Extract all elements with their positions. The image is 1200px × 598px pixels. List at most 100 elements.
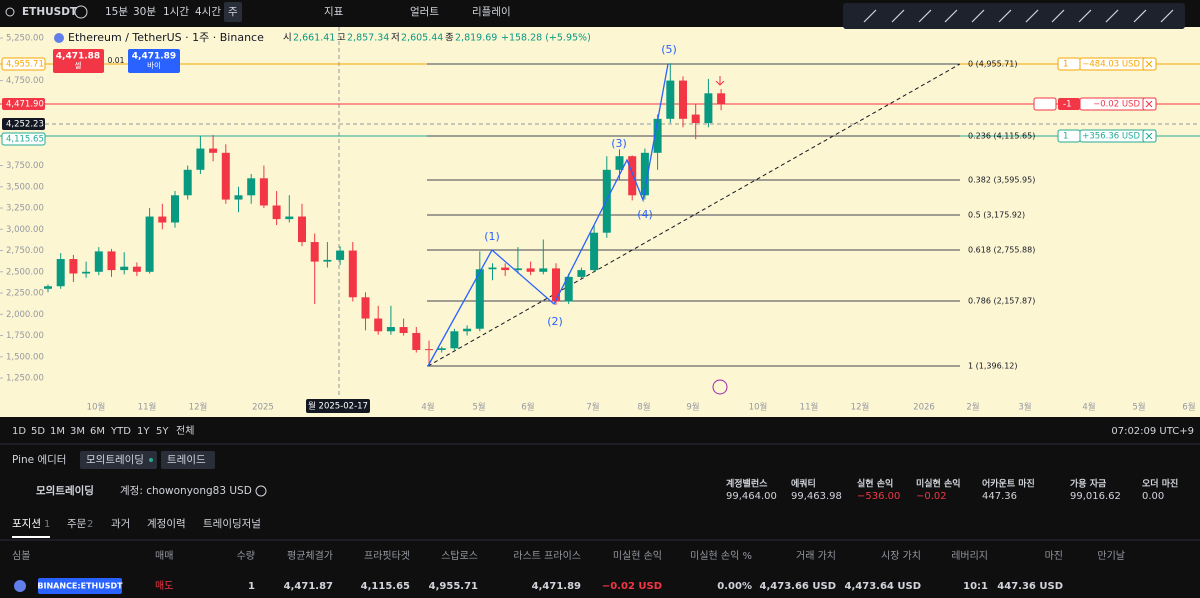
drawing-tool[interactable] <box>891 9 905 23</box>
column-header: 평균체결가 <box>287 550 333 562</box>
order-qty: 1 <box>1063 60 1068 70</box>
drawing-tool[interactable] <box>998 9 1012 23</box>
panel-tab[interactable]: 모의트레이딩 <box>86 454 144 466</box>
column-header: 미실현 손익 % <box>690 550 752 562</box>
search-icon <box>5 7 15 17</box>
wave-label: (2) <box>547 315 563 328</box>
account-tab[interactable]: 과거 <box>111 518 130 530</box>
fib-label: 0.5 (3,175.92) <box>968 211 1025 220</box>
order-pnl: +356.36 USD <box>1082 132 1140 142</box>
stat-label: 미실현 손익 <box>916 478 961 490</box>
reverse-button[interactable] <box>1033 97 1057 111</box>
spread: 0.01 <box>108 56 125 65</box>
range-button[interactable]: 6M <box>90 426 105 437</box>
order-pnl: −0.02 USD <box>1093 100 1140 110</box>
range-button[interactable]: 1Y <box>137 426 150 437</box>
legend-value: 2,819.69 <box>455 33 497 44</box>
legend-label: 고 <box>337 33 346 44</box>
account-tab[interactable]: 트레이딩저널 <box>203 518 261 530</box>
x-axis-label: 4월 <box>421 402 434 413</box>
indicators-button[interactable]: 지표 <box>324 6 344 18</box>
account-tab[interactable]: 계정이력 <box>147 518 186 530</box>
drawing-tool[interactable] <box>971 9 985 23</box>
drawing-tool[interactable] <box>1078 9 1092 23</box>
interval-button[interactable]: 30분 <box>133 6 156 18</box>
candle-body <box>374 318 383 332</box>
y-tick-label: 2,250.00 <box>6 289 44 299</box>
sell-button[interactable] <box>53 49 104 73</box>
drawing-tool[interactable] <box>918 9 932 23</box>
price-label: 4,955.71 <box>6 60 44 70</box>
candle-body <box>132 266 141 272</box>
candle-body <box>234 195 243 200</box>
account-tab[interactable]: 포지션 <box>12 518 41 530</box>
panel-tab[interactable]: Pine 에디터 <box>12 454 66 466</box>
range-button[interactable]: 3M <box>70 426 85 437</box>
y-tick-label: 2,500.00 <box>6 267 44 277</box>
candle-body <box>171 195 179 223</box>
fib-label: 0.618 (2,755.88) <box>968 246 1035 255</box>
panel-tab[interactable]: 트레이드 <box>167 454 206 466</box>
fib-label: 0.786 (2,157.87) <box>968 297 1035 306</box>
interval-button[interactable]: 15분 <box>105 6 128 18</box>
range-button[interactable]: YTD <box>110 426 131 437</box>
candle-body <box>526 268 535 272</box>
column-header: 거래 가치 <box>796 550 836 562</box>
candle-body <box>628 156 637 196</box>
interval-button[interactable]: 주 <box>228 6 238 18</box>
range-button[interactable]: 5D <box>31 426 45 437</box>
stat-label: 오더 마진 <box>1142 478 1178 490</box>
account-name[interactable]: 계정: chowonyong83 USD <box>120 485 252 497</box>
alert-icon[interactable] <box>712 379 728 395</box>
range-button[interactable]: 5Y <box>156 426 169 437</box>
alert-button[interactable]: 얼러트 <box>410 6 439 18</box>
column-header: 레버리지 <box>951 550 988 562</box>
column-header: 수량 <box>237 550 255 562</box>
panel-tab-box[interactable] <box>161 451 215 469</box>
y-tick-label: 2,750.00 <box>6 246 44 256</box>
range-button[interactable]: 1D <box>12 426 26 437</box>
price-label-box <box>1 57 46 71</box>
drawing-tool[interactable] <box>1160 9 1174 23</box>
clock: 07:02:09 UTC+9 <box>1111 426 1194 437</box>
interval-button[interactable]: 4시간 <box>195 6 221 18</box>
x-axis-label: 2026 <box>913 403 935 413</box>
drawing-tool[interactable] <box>944 9 958 23</box>
replay-button[interactable]: 리플레이 <box>472 6 511 18</box>
candle-body <box>615 156 624 170</box>
account-tab[interactable]: 주문 <box>67 518 87 530</box>
table-cell: 4,473.66 USD <box>760 581 836 592</box>
candle-body <box>552 268 560 302</box>
drawing-tool[interactable] <box>1025 9 1039 23</box>
drawing-tool[interactable] <box>1105 9 1119 23</box>
fib-label: 0.382 (3,595.95) <box>968 176 1035 185</box>
drawing-tool[interactable] <box>863 9 877 23</box>
symbol[interactable]: ETHUSDT <box>22 6 78 18</box>
drawing-tool[interactable] <box>1051 9 1065 23</box>
candle-body <box>69 259 78 274</box>
candle-body <box>640 152 649 196</box>
symbol-cell[interactable]: BINANCE:ETHUSDT <box>37 582 123 591</box>
column-header: 스탑로스 <box>441 550 478 562</box>
panel-tab-active[interactable] <box>80 451 157 469</box>
settings-icon[interactable] <box>255 485 267 497</box>
interval-button[interactable]: 1시간 <box>163 6 189 18</box>
drawing-tool[interactable] <box>1133 9 1147 23</box>
range-button[interactable]: 전체 <box>176 425 194 437</box>
range-button[interactable]: 1M <box>50 426 65 437</box>
tab-count: 1 <box>44 519 50 530</box>
legend-change: +158.28 (+5.95%) <box>501 33 591 44</box>
add-symbol[interactable] <box>74 5 88 19</box>
stat-value: 99,464.00 <box>726 491 777 502</box>
stat-value: 99,016.62 <box>1070 491 1121 502</box>
legend-label: 종 <box>445 33 454 44</box>
symbol-badge[interactable] <box>38 578 122 594</box>
broker[interactable]: 모의트레이딩 <box>36 484 94 497</box>
stat-value: −0.02 <box>916 491 947 502</box>
status-dot <box>149 458 153 462</box>
column-header: 라스트 프라이스 <box>513 550 581 562</box>
table-cell: 447.36 USD <box>997 581 1063 592</box>
buy-button[interactable] <box>128 49 180 73</box>
